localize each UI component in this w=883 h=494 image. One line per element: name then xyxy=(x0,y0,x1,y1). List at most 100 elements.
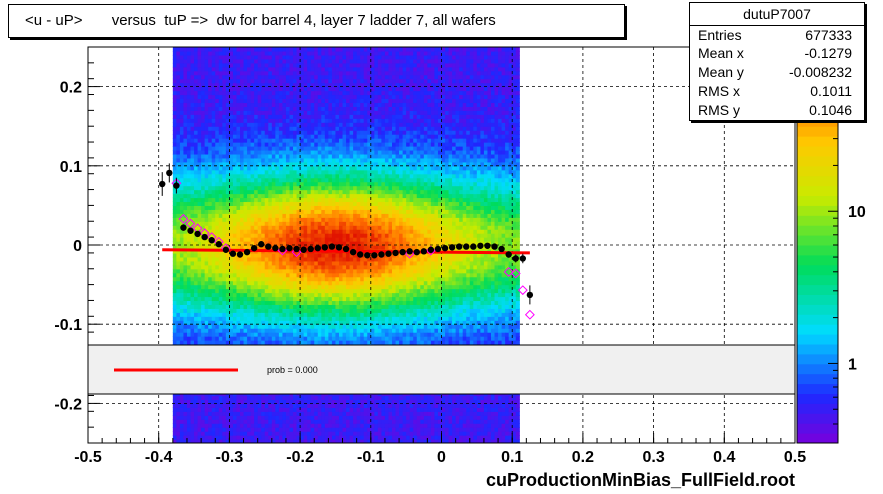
heatmap-cell xyxy=(229,316,234,321)
heatmap-cell xyxy=(331,284,337,290)
heatmap-cell xyxy=(282,312,287,317)
heatmap-cell xyxy=(208,126,213,131)
heatmap-cell xyxy=(342,415,347,420)
heatmap-cell xyxy=(201,146,206,151)
heatmap-cell xyxy=(186,316,192,321)
heatmap-cell xyxy=(232,308,238,313)
heatmap-cell xyxy=(342,423,347,428)
heatmap-cell xyxy=(271,165,276,171)
heatmap-cell xyxy=(254,431,259,436)
heatmap-cell xyxy=(303,300,308,305)
heatmap-cell xyxy=(271,268,276,274)
heatmap-cell xyxy=(310,320,315,325)
heatmap-cell xyxy=(240,340,245,345)
heatmap-cell xyxy=(300,197,305,203)
heatmap-cell xyxy=(271,130,276,135)
heatmap-cell xyxy=(275,241,280,246)
heatmap-cell xyxy=(247,336,252,341)
heatmap-cell xyxy=(342,288,347,294)
heatmap-cell xyxy=(324,256,329,262)
heatmap-cell xyxy=(268,320,273,325)
heatmap-cell xyxy=(282,209,287,214)
heatmap-cell xyxy=(342,312,347,317)
heatmap-cell xyxy=(183,58,188,64)
heatmap-cell xyxy=(183,304,188,309)
heatmap-cell xyxy=(194,280,199,286)
heatmap-cell xyxy=(250,439,255,443)
heatmap-cell xyxy=(243,411,248,416)
heatmap-cell xyxy=(268,62,273,68)
heatmap-cell xyxy=(314,284,319,290)
heatmap-cell xyxy=(314,292,319,298)
heatmap-cell xyxy=(229,439,234,443)
heatmap-cell xyxy=(257,122,262,127)
heatmap-cell xyxy=(324,122,329,127)
heatmap-cell xyxy=(183,272,188,278)
heatmap-cell xyxy=(285,149,291,155)
heatmap-cell xyxy=(172,419,177,424)
heatmap-cell xyxy=(176,439,181,443)
heatmap-cell xyxy=(222,288,227,294)
heatmap-cell xyxy=(197,221,202,226)
heatmap-cell xyxy=(317,177,322,183)
heatmap-cell xyxy=(172,157,177,163)
heatmap-cell xyxy=(204,415,209,420)
heatmap-cell xyxy=(194,138,199,143)
heatmap-cell xyxy=(243,260,248,266)
heatmap-cell xyxy=(247,66,252,72)
heatmap-cell xyxy=(314,201,319,206)
heatmap-cell xyxy=(342,130,347,135)
heatmap-cell xyxy=(183,260,188,266)
heatmap-cell xyxy=(183,197,188,203)
heatmap-cell xyxy=(229,435,234,440)
heatmap-cell xyxy=(335,138,340,143)
heatmap-cell xyxy=(342,169,347,175)
heatmap-cell xyxy=(215,340,220,345)
heatmap-cell xyxy=(215,165,220,171)
heatmap-cell xyxy=(201,47,206,52)
heatmap-cell xyxy=(247,149,252,155)
heatmap-cell xyxy=(172,138,177,143)
heatmap-cell xyxy=(271,233,276,238)
heatmap-cell xyxy=(186,312,192,317)
heatmap-cell xyxy=(218,229,223,234)
heatmap-cell xyxy=(243,415,248,420)
heatmap-cell xyxy=(190,320,195,325)
heatmap-cell xyxy=(257,304,262,309)
heatmap-cell xyxy=(179,435,185,440)
heatmap-cell xyxy=(240,153,245,159)
heatmap-cell xyxy=(186,439,192,443)
heatmap-cell xyxy=(215,292,220,298)
heatmap-cell xyxy=(183,403,188,408)
heatmap-cell xyxy=(254,126,259,131)
heatmap-cell xyxy=(261,94,266,100)
heatmap-cell xyxy=(211,431,216,436)
heatmap-cell xyxy=(271,340,276,345)
heatmap-cell xyxy=(218,78,223,84)
heatmap-cell xyxy=(229,106,234,111)
heatmap-cell xyxy=(194,161,199,167)
heatmap-cell xyxy=(257,106,262,111)
heatmap-cell xyxy=(342,66,347,72)
heatmap-cell xyxy=(243,149,248,155)
heatmap-cell xyxy=(208,328,213,333)
heatmap-cell xyxy=(303,114,308,119)
heatmap-cell xyxy=(229,177,234,183)
heatmap-cell xyxy=(324,169,329,175)
heatmap-cell xyxy=(307,169,312,175)
heatmap-cell xyxy=(218,423,223,428)
heatmap-cell xyxy=(197,118,202,123)
heatmap-cell xyxy=(243,70,248,76)
heatmap-cell xyxy=(225,260,230,266)
heatmap-cell xyxy=(307,312,312,317)
heatmap-cell xyxy=(218,213,223,218)
heatmap-cell xyxy=(186,181,192,187)
heatmap-cell xyxy=(278,233,284,238)
heatmap-cell xyxy=(236,312,241,317)
heatmap-cell xyxy=(300,340,305,345)
heatmap-cell xyxy=(176,118,181,123)
heatmap-cell xyxy=(282,189,287,195)
heatmap-cell xyxy=(204,146,209,151)
heatmap-cell xyxy=(282,395,287,401)
heatmap-cell xyxy=(179,415,185,420)
